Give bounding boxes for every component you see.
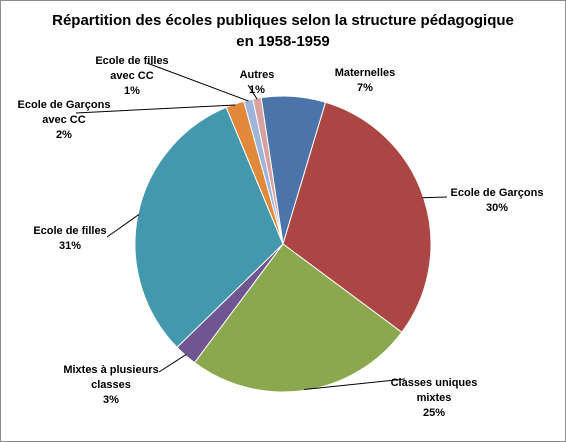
- slice-label-text: avec CC: [110, 70, 154, 82]
- slice-label-pct: 1%: [124, 85, 140, 97]
- slice-label-pct: 3%: [103, 394, 119, 406]
- slice-label-pct: 31%: [58, 240, 82, 252]
- slice-label-pct: 2%: [56, 129, 72, 141]
- slice-label-classes-uniques-mixtes: Classes uniques mixtes 25%: [369, 376, 499, 421]
- slice-label-ecole-de-garcons-avec-cc: Ecole de Garçons avec CC 2%: [1, 98, 129, 143]
- slice-label-text: Autres: [239, 69, 275, 81]
- slice-label-text: Ecole de filles: [95, 55, 169, 67]
- slice-label-autres: Autres 1%: [192, 68, 322, 98]
- slice-label-text: Ecole de filles: [33, 225, 107, 237]
- chart-title-line-1: Répartition des écoles publiques selon l…: [52, 12, 514, 29]
- slice-label-ecole-de-filles: Ecole de filles 31%: [5, 224, 135, 254]
- slice-label-pct: 1%: [249, 84, 265, 96]
- slice-label-text: Mixtes à plusieurs: [63, 364, 159, 376]
- leader-line: [75, 104, 236, 114]
- slice-label-pct: 7%: [357, 82, 373, 94]
- slice-label-mixtes-plusieurs-classes: Mixtes à plusieurs classes 3%: [46, 363, 176, 408]
- chart-title-line-2: en 1958-1959: [236, 33, 330, 50]
- leader-line: [146, 62, 249, 102]
- slice-label-pct: 30%: [485, 202, 509, 214]
- slice-label-ecole-de-garcons: Ecole de Garçons 30%: [432, 186, 562, 216]
- chart-title: Répartition des écoles publiques selon l…: [1, 10, 565, 52]
- slice-label-text: Ecole de Garçons: [17, 99, 111, 111]
- pie-slice: [193, 243, 403, 393]
- slice-label-maternelles: Maternelles 7%: [300, 66, 430, 96]
- slice-label-text: Ecole de Garçons: [450, 187, 544, 199]
- slice-label-ecole-de-filles-avec-cc: Ecole de filles avec CC 1%: [67, 54, 197, 99]
- slice-label-text: Maternelles: [334, 67, 396, 79]
- leader-line: [304, 378, 406, 390]
- slice-label-pct: 25%: [422, 407, 446, 419]
- slice-label-text: classes: [91, 379, 131, 391]
- leader-line: [247, 84, 258, 100]
- slice-label-text: mixtes: [416, 392, 452, 404]
- slice-label-text: avec CC: [42, 114, 86, 126]
- leader-line: [106, 214, 140, 238]
- slice-label-text: Classes uniques: [390, 377, 478, 389]
- leader-line: [422, 196, 448, 199]
- leader-line: [158, 354, 187, 373]
- pie-slice: [134, 106, 284, 349]
